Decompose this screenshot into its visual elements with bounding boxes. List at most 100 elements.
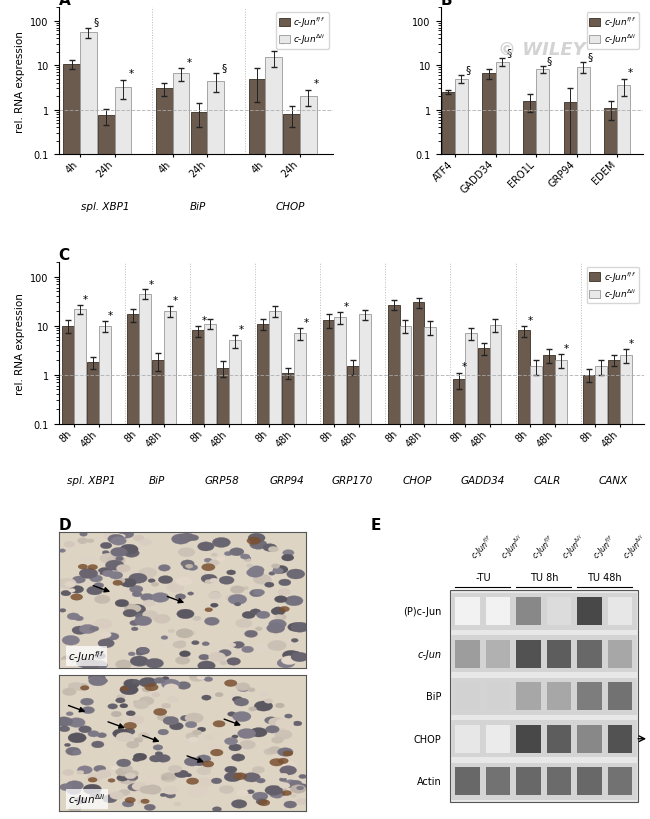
Circle shape <box>98 639 114 648</box>
Circle shape <box>281 656 297 665</box>
Circle shape <box>61 590 71 596</box>
Bar <box>495 62 509 819</box>
Circle shape <box>125 797 136 803</box>
Circle shape <box>276 718 294 729</box>
Circle shape <box>151 582 159 586</box>
Circle shape <box>188 737 198 743</box>
Circle shape <box>246 568 264 577</box>
Circle shape <box>247 790 254 794</box>
Text: © WILEY: © WILEY <box>498 40 586 58</box>
Circle shape <box>68 718 85 727</box>
Circle shape <box>116 564 131 572</box>
Bar <box>334 318 346 819</box>
Circle shape <box>183 564 193 570</box>
Circle shape <box>70 650 81 656</box>
Circle shape <box>235 619 252 628</box>
Text: GRP58: GRP58 <box>205 476 239 486</box>
Circle shape <box>240 740 255 749</box>
Circle shape <box>138 799 148 804</box>
Circle shape <box>215 693 223 697</box>
Circle shape <box>234 603 241 606</box>
Circle shape <box>94 583 104 589</box>
Circle shape <box>287 569 305 579</box>
Bar <box>486 725 510 753</box>
Circle shape <box>281 554 294 561</box>
Circle shape <box>187 778 199 785</box>
Circle shape <box>272 564 280 568</box>
Circle shape <box>135 690 146 695</box>
Bar <box>577 640 602 668</box>
Circle shape <box>79 726 92 733</box>
Bar <box>127 315 139 819</box>
Circle shape <box>70 594 83 600</box>
Text: *: * <box>239 324 244 334</box>
Text: $c$-$Jun^{f/f}$: $c$-$Jun^{f/f}$ <box>68 648 105 663</box>
Circle shape <box>273 566 288 574</box>
Bar <box>451 593 636 630</box>
Bar <box>413 303 424 819</box>
Circle shape <box>161 776 168 780</box>
Circle shape <box>60 784 72 790</box>
Circle shape <box>115 600 129 607</box>
Bar <box>547 767 571 795</box>
Circle shape <box>129 586 143 593</box>
Circle shape <box>165 793 176 799</box>
Circle shape <box>66 782 80 790</box>
Circle shape <box>213 807 222 812</box>
Circle shape <box>173 641 186 649</box>
Bar <box>620 355 632 819</box>
Circle shape <box>127 770 138 777</box>
Circle shape <box>62 775 73 781</box>
Circle shape <box>279 782 290 789</box>
Circle shape <box>68 682 83 690</box>
Bar <box>608 767 632 795</box>
Circle shape <box>111 766 118 770</box>
Circle shape <box>271 608 285 615</box>
Circle shape <box>64 581 75 587</box>
Circle shape <box>254 701 273 711</box>
Circle shape <box>94 595 110 604</box>
Circle shape <box>178 548 195 557</box>
Legend: $c$-$Jun^{f/f}$, $c$-$Jun^{\Delta li}$: $c$-$Jun^{f/f}$, $c$-$Jun^{\Delta li}$ <box>587 13 639 50</box>
Circle shape <box>211 591 220 597</box>
Circle shape <box>264 749 276 755</box>
Bar <box>164 311 176 819</box>
Bar <box>217 368 229 819</box>
Circle shape <box>99 679 107 683</box>
Text: c-Jun$^{f/f}$: c-Jun$^{f/f}$ <box>528 532 559 563</box>
Circle shape <box>242 586 248 590</box>
Bar <box>257 324 269 819</box>
Circle shape <box>218 649 231 657</box>
Text: §: § <box>506 48 512 58</box>
Bar <box>618 86 630 819</box>
Circle shape <box>177 609 194 619</box>
Text: GRP170: GRP170 <box>332 476 373 486</box>
Circle shape <box>94 653 106 659</box>
Circle shape <box>66 747 81 755</box>
Circle shape <box>285 714 292 718</box>
Circle shape <box>211 604 218 608</box>
Circle shape <box>162 772 176 780</box>
Circle shape <box>116 732 133 742</box>
Bar <box>207 81 224 819</box>
Bar <box>387 305 400 819</box>
Circle shape <box>254 575 272 585</box>
Circle shape <box>233 772 247 780</box>
Circle shape <box>238 729 256 739</box>
Bar <box>456 682 480 710</box>
Bar <box>536 70 549 819</box>
Text: BiP: BiP <box>149 476 165 486</box>
Circle shape <box>110 792 124 799</box>
Circle shape <box>72 750 81 755</box>
Bar <box>265 58 282 819</box>
Circle shape <box>248 707 257 711</box>
Bar <box>482 75 495 819</box>
Circle shape <box>58 578 76 589</box>
Bar <box>489 325 501 819</box>
Bar <box>359 315 371 819</box>
Text: A: A <box>58 0 70 8</box>
Circle shape <box>296 799 307 805</box>
Circle shape <box>82 707 94 714</box>
Circle shape <box>98 568 112 576</box>
Circle shape <box>125 773 136 779</box>
